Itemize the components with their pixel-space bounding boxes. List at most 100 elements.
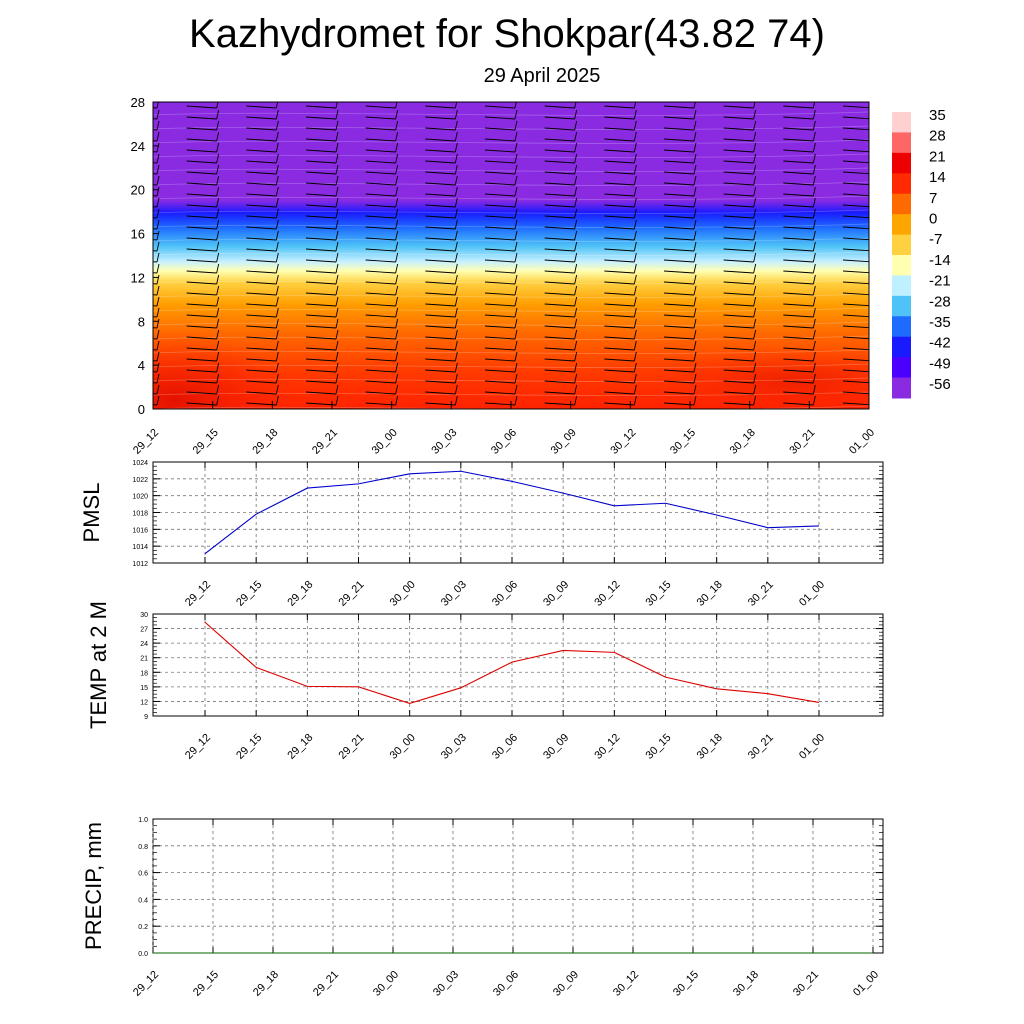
x-tick-label: 01_00 bbox=[797, 732, 827, 762]
wind-barb-flag bbox=[156, 120, 160, 131]
y-tick-label: 1.0 bbox=[138, 817, 148, 824]
wind-barb bbox=[663, 358, 695, 362]
wind-barb bbox=[365, 314, 396, 318]
wind-barb-flag bbox=[335, 120, 339, 131]
wind-barb-flag bbox=[275, 307, 279, 318]
wind-barb bbox=[604, 138, 635, 142]
wind-barb bbox=[783, 358, 814, 362]
wind-barb bbox=[663, 116, 695, 120]
wind-barb-flag bbox=[633, 351, 637, 362]
colorbar-swatch bbox=[892, 255, 911, 276]
wind-barb-flag bbox=[156, 362, 160, 373]
wind-barb bbox=[663, 138, 695, 142]
wind-barb-flag bbox=[335, 208, 339, 219]
wind-barb-flag bbox=[335, 285, 339, 296]
wind-barb bbox=[783, 314, 814, 318]
colorbar-label: -56 bbox=[929, 376, 951, 393]
x-tick-label: 29_21 bbox=[311, 969, 341, 999]
wind-barb-flag bbox=[812, 175, 816, 186]
wind-barb-flag bbox=[753, 340, 757, 351]
wind-barb bbox=[484, 160, 516, 164]
wind-barb-flag bbox=[275, 186, 279, 197]
wind-barb bbox=[186, 336, 217, 340]
wind-barb bbox=[842, 237, 869, 241]
wind-barb bbox=[723, 127, 754, 131]
wind-barb-flag bbox=[454, 318, 458, 329]
wind-barb-flag bbox=[753, 384, 757, 395]
wind-barb-flag bbox=[633, 318, 637, 329]
wind-barb bbox=[484, 391, 516, 395]
x-tick-label: 30_15 bbox=[668, 427, 698, 457]
wind-barb-flag bbox=[693, 318, 697, 329]
wind-barb bbox=[425, 116, 456, 120]
wind-barb bbox=[842, 270, 869, 274]
colorbar-label: 35 bbox=[929, 107, 946, 124]
wind-barb-flag bbox=[395, 208, 399, 219]
wind-barb bbox=[544, 171, 575, 175]
wind-barb-flag bbox=[873, 176, 875, 185]
wind-barb bbox=[842, 193, 869, 197]
y-tick-label: 0.6 bbox=[138, 871, 148, 878]
wind-barb-flag bbox=[335, 175, 339, 186]
plot-frame bbox=[152, 613, 884, 717]
wind-barb bbox=[246, 292, 277, 296]
wind-barb bbox=[783, 237, 814, 241]
wind-barb-flag bbox=[335, 102, 338, 109]
contour-line bbox=[153, 279, 869, 284]
wind-barb bbox=[305, 116, 337, 120]
wind-barb-flag bbox=[514, 197, 518, 208]
wind-barb bbox=[186, 248, 217, 252]
wind-barb-flag bbox=[454, 340, 458, 351]
wind-barb-flag bbox=[812, 351, 816, 362]
wind-barb-flag bbox=[812, 296, 816, 307]
wind-barb bbox=[484, 116, 516, 120]
wind-barb-flag bbox=[633, 164, 637, 175]
wind-barb bbox=[305, 303, 337, 307]
wind-barb bbox=[544, 204, 575, 208]
wind-barb bbox=[246, 248, 277, 252]
wind-barb-flag bbox=[275, 109, 279, 120]
x-tick-label: 29_12 bbox=[131, 427, 161, 457]
wind-barb bbox=[246, 347, 277, 351]
wind-barb bbox=[783, 127, 814, 131]
x-tick-label: 30_09 bbox=[541, 579, 571, 609]
wind-barb-flag bbox=[753, 175, 757, 186]
wind-barb-flag bbox=[574, 318, 578, 329]
wind-barb-flag bbox=[395, 230, 399, 241]
wind-barb bbox=[365, 127, 396, 131]
wind-barb bbox=[365, 105, 396, 109]
wind-barb-flag bbox=[395, 351, 399, 362]
wind-barb-flag bbox=[156, 131, 160, 142]
contour-line bbox=[153, 377, 869, 382]
contour-line bbox=[153, 265, 869, 270]
wind-barb-flag bbox=[812, 102, 816, 109]
wind-barb bbox=[544, 358, 575, 362]
wind-barb bbox=[723, 193, 754, 197]
wind-barb bbox=[425, 204, 456, 208]
wind-barb bbox=[842, 380, 869, 384]
wind-barb-flag bbox=[156, 384, 160, 395]
wind-barb bbox=[425, 149, 456, 153]
wind-barb bbox=[365, 347, 396, 351]
wind-barb-flag bbox=[574, 373, 578, 384]
wind-barb-flag bbox=[395, 175, 399, 186]
wind-barb-flag bbox=[156, 175, 160, 186]
colorbar-label: 14 bbox=[929, 169, 946, 186]
panel-precip-mm: 0.0 0.2 0.4 0.6 0.8 1.0 29_12 29_15 29_18 29_21 30… bbox=[81, 817, 884, 999]
contour-line bbox=[153, 251, 869, 256]
wind-barb bbox=[305, 182, 337, 186]
wind-barb-flag bbox=[753, 274, 757, 285]
wind-barb-flag bbox=[693, 208, 697, 219]
wind-barb-flag bbox=[574, 164, 578, 175]
contour-line bbox=[153, 125, 869, 130]
wind-barb-flag bbox=[335, 131, 339, 142]
wind-barb-flag bbox=[216, 384, 220, 395]
colorbar-label: -28 bbox=[929, 293, 951, 310]
wind-barb-flag bbox=[275, 120, 279, 131]
x-tick-label: 30_21 bbox=[746, 732, 776, 762]
wind-barb-flag bbox=[514, 208, 518, 219]
wind-barb bbox=[783, 248, 814, 252]
wind-barb bbox=[425, 226, 456, 230]
wind-barb bbox=[723, 226, 754, 230]
wind-barb-flag bbox=[156, 142, 160, 153]
